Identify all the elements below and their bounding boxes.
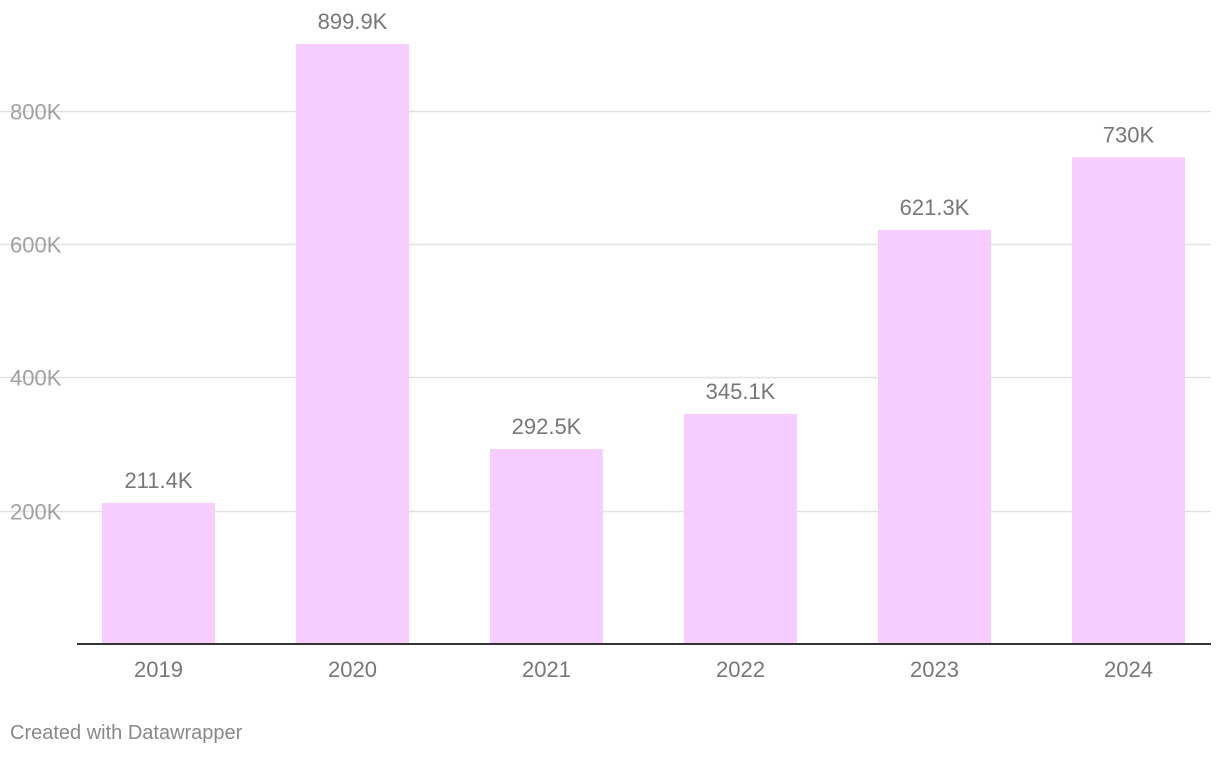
bar-value-label: 621.3K [900, 195, 970, 220]
bar-2023[interactable] [878, 229, 991, 645]
y-tick-label: 400K [10, 366, 62, 391]
x-tick-label: 2021 [522, 657, 571, 682]
y-tick-label: 600K [10, 233, 62, 258]
y-tick-label: 800K [10, 100, 62, 125]
x-tick-label: 2019 [134, 657, 183, 682]
x-tick-label: 2020 [328, 657, 377, 682]
bar-value-label: 211.4K [124, 468, 192, 493]
bar-chart: 200K 400K 600K 800K 211.4K 899.9K 292.5K 345.1… [0, 9, 1211, 682]
bar-value-label: 730K [1103, 122, 1155, 147]
datawrapper-credit[interactable]: Created with Datawrapper [10, 722, 243, 744]
bar-2019[interactable] [102, 503, 215, 644]
bar-2024[interactable] [1072, 157, 1185, 645]
y-tick-label: 200K [10, 500, 62, 525]
gridlines [0, 110, 1211, 513]
y-axis-tick-labels: 200K 400K 600K 800K [10, 100, 62, 525]
bar-value-label: 292.5K [512, 414, 582, 439]
bar-2022[interactable] [684, 413, 797, 644]
bars [102, 44, 1185, 645]
bar-value-label: 899.9K [318, 9, 388, 34]
x-tick-label: 2022 [716, 657, 765, 682]
bar-2020[interactable] [296, 44, 409, 645]
x-tick-label: 2024 [1104, 657, 1153, 682]
bar-value-labels: 211.4K 899.9K 292.5K 345.1K 621.3K 730K [124, 9, 1154, 493]
bar-2021[interactable] [490, 449, 603, 644]
bar-value-label: 345.1K [706, 379, 776, 404]
x-axis-tick-labels: 2019 2020 2021 2022 2023 2024 [134, 657, 1153, 682]
x-tick-label: 2023 [910, 657, 959, 682]
